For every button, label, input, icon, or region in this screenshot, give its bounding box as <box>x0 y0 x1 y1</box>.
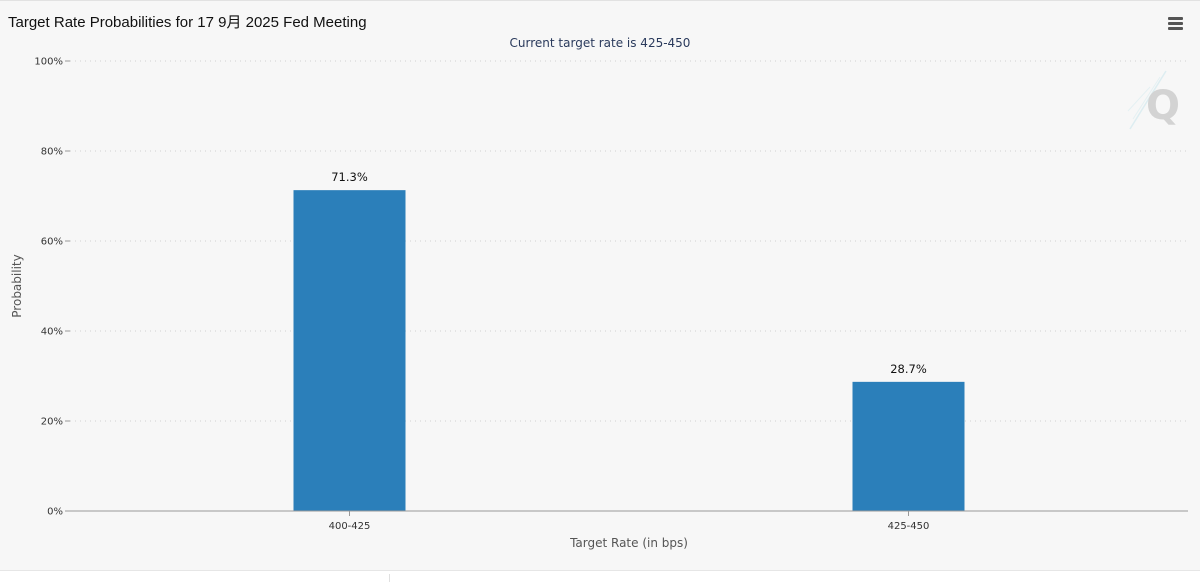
y-tick-label: 60% <box>41 237 63 248</box>
x-tick-label: 425-450 <box>888 521 930 532</box>
y-tick-label: 20% <box>41 417 63 428</box>
y-tick-label: 100% <box>34 57 63 68</box>
chart-panel: Target Rate Probabilities for 17 9月 2025… <box>0 0 1200 550</box>
y-axis-title: Probability <box>10 254 24 317</box>
bar-425-450[interactable] <box>852 381 965 511</box>
y-tick-label: 80% <box>41 147 63 158</box>
data-labels: 71.3% 28.7% <box>331 170 927 376</box>
gridlines <box>70 60 1188 422</box>
bar-value-label: 71.3% <box>331 170 368 184</box>
bottom-strip <box>0 570 1200 583</box>
y-tick-label: 0% <box>47 507 63 518</box>
q-logo-letter: Q <box>1146 83 1180 129</box>
bar-chart: Q 0%20%40%60%80%100% 71.3%28.7% 400-425 4… <box>10 57 1188 550</box>
chart-title: Target Rate Probabilities for 17 9月 2025… <box>8 14 367 31</box>
bottom-divider <box>389 574 390 582</box>
y-axis-ticks: 0% 20% 40% 60% 80% 100% <box>34 57 70 518</box>
x-tick-label: 400-425 <box>329 521 371 532</box>
bar-400-425[interactable] <box>293 190 406 511</box>
bar-value-label: 28.7% <box>890 362 927 376</box>
y-tick-label: 40% <box>41 327 63 338</box>
hamburger-menu-icon[interactable] <box>1166 15 1186 33</box>
x-axis-ticks: 400-425 425-450 <box>329 511 930 532</box>
q-logo-icon: Q <box>1127 70 1180 130</box>
x-axis-title: Target Rate (in bps) <box>569 536 688 550</box>
chart-subtitle: Current target rate is 425-450 <box>509 36 691 50</box>
bars <box>293 190 965 511</box>
